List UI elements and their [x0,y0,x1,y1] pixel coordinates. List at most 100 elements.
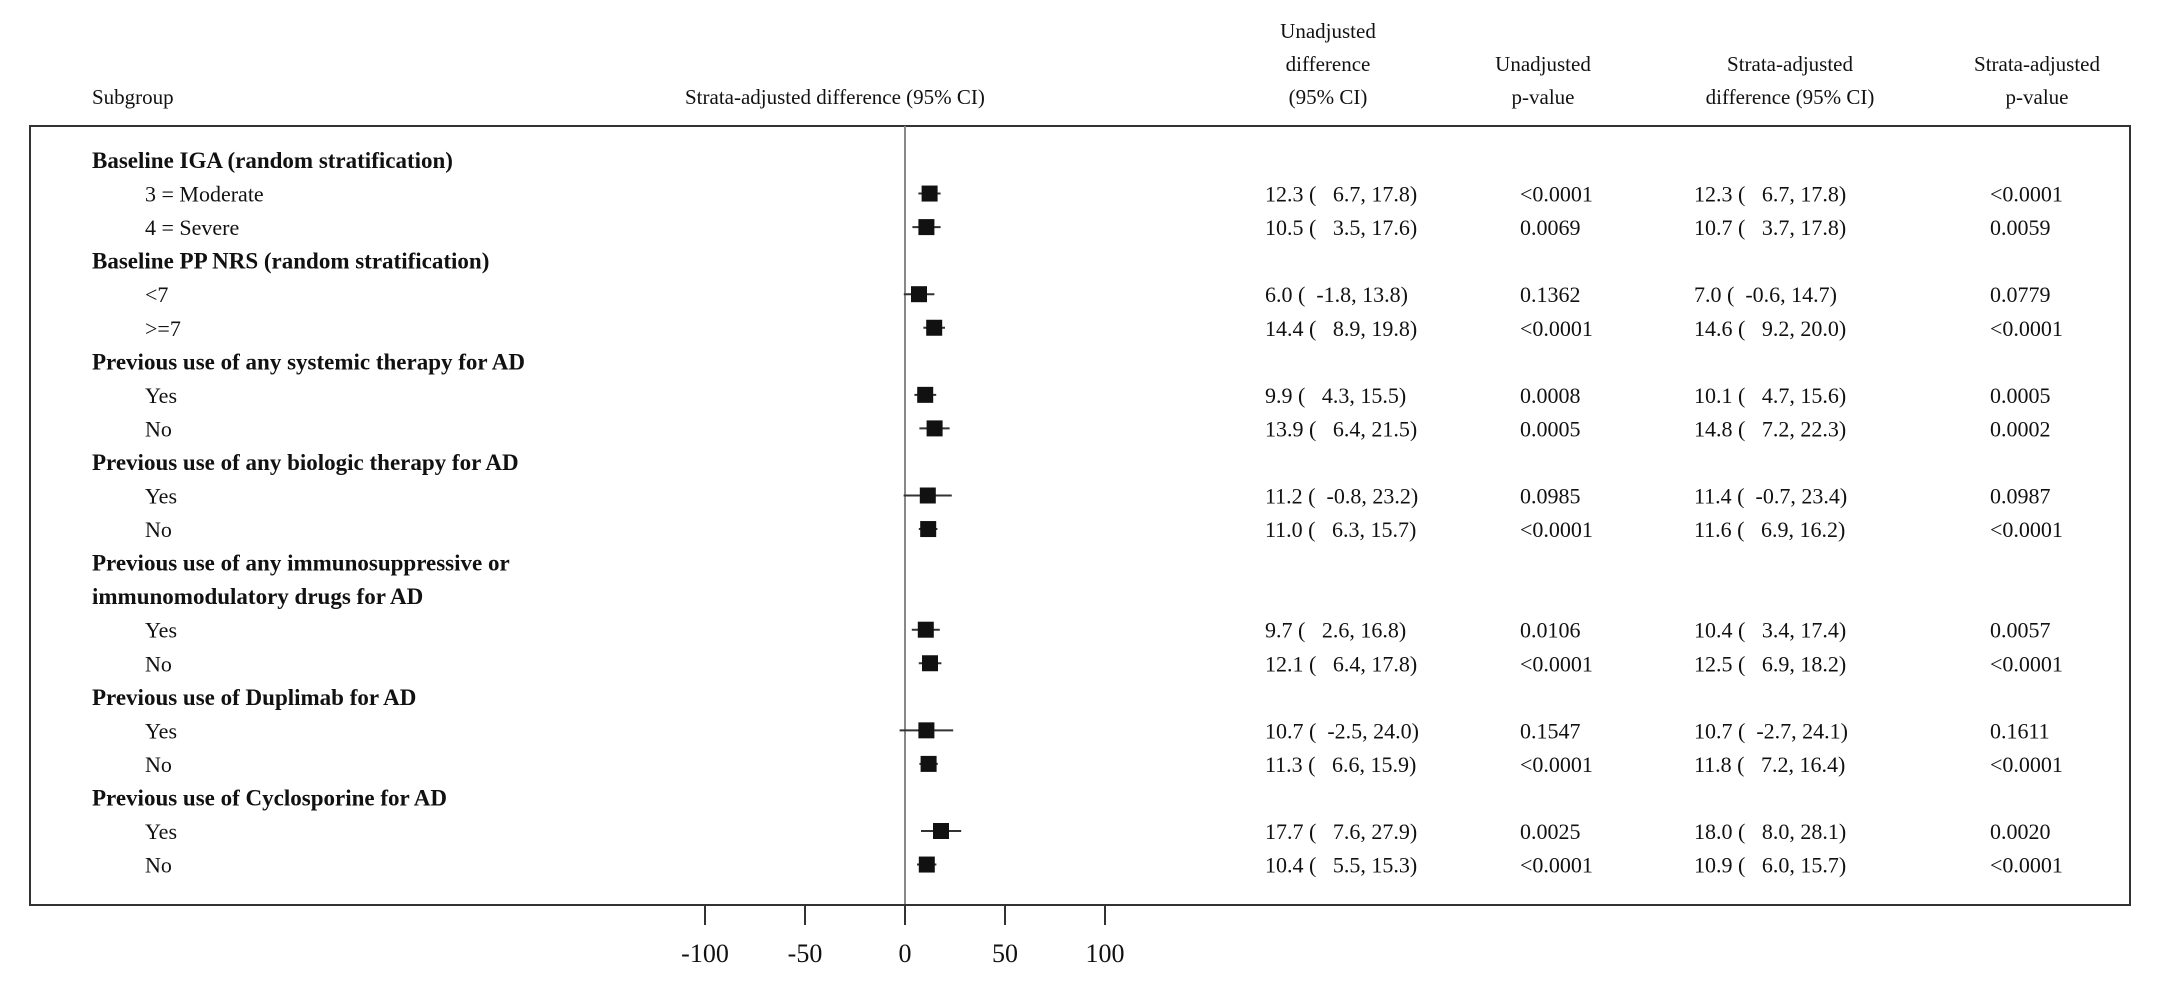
point-estimate [919,487,936,504]
point-estimate [918,722,935,739]
axis-tick-label: -50 [788,939,823,968]
strata-diff-cell: 14.8 ( 7.2, 22.3) [1694,416,1846,441]
unadjusted-p-cell: <0.0001 [1520,316,1593,341]
unadjusted-p-cell: <0.0001 [1520,752,1593,777]
strata-p-cell: 0.0020 [1990,819,2051,844]
point-estimate [920,755,937,772]
unadjusted-p-cell: 0.0106 [1520,618,1581,643]
subgroup-label: >=7 [145,316,181,341]
strata-diff-cell: 10.4 ( 3.4, 17.4) [1694,618,1846,643]
strata-diff-cell: 10.7 ( 3.7, 17.8) [1694,215,1846,240]
header-strata-p-line1: Strata-adjusted [1974,52,2100,76]
strata-diff-cell: 10.9 ( 6.0, 15.7) [1694,853,1846,878]
unadjusted-p-cell: <0.0001 [1520,853,1593,878]
subgroup-label: Yes [145,618,177,643]
unadjusted-p-cell: 0.0985 [1520,484,1581,509]
unadjusted-diff-cell: 11.3 ( 6.6, 15.9) [1265,752,1416,777]
subgroup-heading: Baseline IGA (random stratification) [92,148,453,173]
unadjusted-p-cell: 0.0005 [1520,416,1581,441]
subgroup-label: 4 = Severe [145,215,239,240]
strata-p-cell: 0.0987 [1990,484,2051,509]
subgroup-heading: Previous use of any biologic therapy for… [92,450,519,475]
subgroup-label: No [145,651,172,676]
header-strata-diff-line1: Strata-adjusted [1727,52,1853,76]
strata-diff-cell: 12.5 ( 6.9, 18.2) [1694,651,1846,676]
unadjusted-p-cell: 0.0008 [1520,383,1581,408]
unadjusted-diff-cell: 10.4 ( 5.5, 15.3) [1265,853,1417,878]
subgroup-label: Yes [145,484,177,509]
point-estimate [926,319,943,336]
strata-diff-cell: 11.4 ( -0.7, 23.4) [1694,484,1847,509]
axis-tick-label: -100 [681,939,729,968]
point-estimate [933,823,949,839]
header-plot: Strata-adjusted difference (95% CI) [685,85,985,109]
subgroup-label: <7 [145,282,168,307]
point-estimate [917,621,934,638]
header-row: Subgroup Strata-adjusted difference (95%… [92,19,2100,109]
unadjusted-p-cell: <0.0001 [1520,182,1593,207]
point-estimate [926,420,943,437]
subgroup-heading: Baseline PP NRS (random stratification) [92,249,489,274]
unadjusted-p-cell: 0.1362 [1520,282,1581,307]
subgroup-label: Yes [145,718,177,743]
header-subgroup: Subgroup [92,85,174,109]
table-rows: Baseline IGA (random stratification) 3 = … [92,148,2063,878]
strata-p-cell: 0.1611 [1990,718,2050,743]
unadjusted-p-cell: 0.1547 [1520,718,1581,743]
strata-diff-cell: 7.0 ( -0.6, 14.7) [1694,282,1837,307]
subgroup-heading: Previous use of Cyclosporine for AD [92,785,447,810]
unadjusted-diff-cell: 10.7 ( -2.5, 24.0) [1265,718,1419,743]
strata-diff-cell: 11.8 ( 7.2, 16.4) [1694,752,1845,777]
unadjusted-diff-cell: 9.7 ( 2.6, 16.8) [1265,618,1406,643]
strata-diff-cell: 18.0 ( 8.0, 28.1) [1694,819,1846,844]
strata-p-cell: <0.0001 [1990,517,2063,542]
subgroup-label: No [145,517,172,542]
axis-tick-label: 100 [1086,939,1125,968]
unadjusted-diff-cell: 17.7 ( 7.6, 27.9) [1265,819,1417,844]
unadjusted-diff-cell: 13.9 ( 6.4, 21.5) [1265,416,1417,441]
unadjusted-diff-cell: 6.0 ( -1.8, 13.8) [1265,282,1408,307]
header-unadjusted-diff-line2: difference [1286,52,1371,76]
header-strata-p-line2: p-value [2006,85,2069,109]
point-estimate [920,521,937,538]
point-estimate [911,286,927,303]
strata-p-cell: 0.0057 [1990,618,2051,643]
point-estimate [918,856,935,873]
subgroup-label: 3 = Moderate [145,182,264,207]
strata-p-cell: 0.0002 [1990,416,2051,441]
unadjusted-p-cell: <0.0001 [1520,517,1593,542]
subgroup-heading: Previous use of any systemic therapy for… [92,349,525,374]
subgroup-label: No [145,853,172,878]
unadjusted-diff-cell: 10.5 ( 3.5, 17.6) [1265,215,1417,240]
subgroup-heading: Previous use of any immunosuppressive or [92,551,510,576]
unadjusted-diff-cell: 14.4 ( 8.9, 19.8) [1265,316,1417,341]
axis-tick-label: 0 [899,939,912,968]
unadjusted-diff-cell: 11.0 ( 6.3, 15.7) [1265,517,1416,542]
header-unadjusted-p-line1: Unadjusted [1495,52,1591,76]
header-strata-diff-line2: difference (95% CI) [1706,85,1875,109]
unadjusted-p-cell: 0.0069 [1520,215,1581,240]
strata-p-cell: <0.0001 [1990,651,2063,676]
subgroup-heading: immunomodulatory drugs for AD [92,584,423,609]
strata-p-cell: 0.0005 [1990,383,2051,408]
x-axis: -100 -50 0 50 100 [681,904,1125,968]
unadjusted-p-cell: <0.0001 [1520,651,1593,676]
strata-p-cell: <0.0001 [1990,182,2063,207]
header-unadjusted-p-line2: p-value [1512,85,1575,109]
subgroup-heading: Previous use of Duplimab for AD [92,685,416,710]
subgroup-label: Yes [145,819,177,844]
point-estimate [917,386,934,403]
strata-diff-cell: 12.3 ( 6.7, 17.8) [1694,182,1846,207]
strata-diff-cell: 10.7 ( -2.7, 24.1) [1694,718,1848,743]
strata-diff-cell: 11.6 ( 6.9, 16.2) [1694,517,1845,542]
unadjusted-diff-cell: 11.2 ( -0.8, 23.2) [1265,484,1418,509]
point-estimate [918,219,935,236]
subgroup-label: No [145,752,172,777]
subgroup-label: Yes [145,383,177,408]
subgroup-label: No [145,416,172,441]
strata-diff-cell: 10.1 ( 4.7, 15.6) [1694,383,1846,408]
strata-p-cell: 0.0059 [1990,215,2051,240]
unadjusted-diff-cell: 12.3 ( 6.7, 17.8) [1265,182,1417,207]
unadjusted-p-cell: 0.0025 [1520,819,1581,844]
